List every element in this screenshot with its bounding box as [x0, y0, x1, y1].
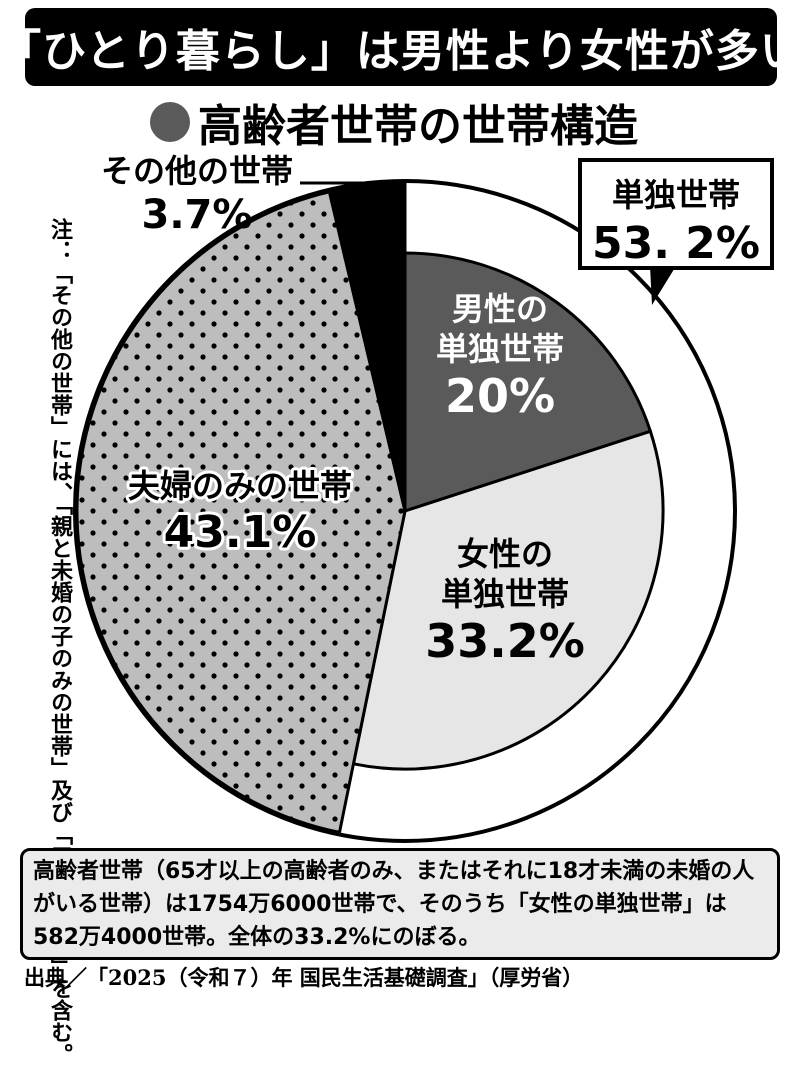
pie-labels: 男性の単独世帯20%女性の単独世帯33.2%夫婦のみの世帯43.1%その他の世帯…: [101, 152, 585, 668]
callout-pointer: [650, 266, 676, 305]
headline-banner: 「ひとり暮らし」は男性より女性が多い: [0, 8, 800, 86]
slice-value-label: 20%: [445, 369, 555, 423]
single-household-callout: 単独世帯 53. 2%: [578, 158, 774, 270]
leader-lines: [300, 181, 676, 305]
pie-slice-couple-only: [75, 190, 407, 835]
pie-slices: [75, 181, 665, 835]
pie-slice-female-single: [351, 429, 665, 771]
pie-chart: 男性の単独世帯20%女性の単独世帯33.2%夫婦のみの世帯43.1%その他の世帯…: [73, 152, 737, 843]
other-leader-line: [300, 181, 375, 206]
slice-label-text: 女性の: [457, 535, 553, 573]
chart-title: 高齢者世帯の世帯構造: [150, 92, 638, 152]
callout-label: 単独世帯: [611, 176, 740, 214]
slice-value-label: 33.2%: [425, 614, 585, 668]
callout-value: 53. 2%: [592, 218, 760, 269]
footnote-text: 高齢者世帯（65才以上の高齢者のみ、またはそれに18才未満の未婚の人がいる世帯）…: [33, 859, 755, 950]
footnote-box: 高齢者世帯（65才以上の高齢者のみ、またはそれに18才未満の未婚の人がいる世帯）…: [20, 848, 780, 960]
slice-label-text: その他の世帯: [101, 152, 293, 190]
slice-label-text: 単独世帯: [436, 330, 564, 368]
headline: 「ひとり暮らし」は男性より女性が多い: [0, 26, 800, 77]
source-credit: 出典／「2025（令和７）年 国民生活基礎調査」（厚労省）: [24, 965, 584, 990]
slice-value-label: 43.1%: [164, 507, 317, 558]
slice-label-text: 男性の: [452, 290, 548, 328]
chart-title-text: 高齢者世帯の世帯構造: [198, 101, 638, 152]
note: 注：「その他の世帯」には、「親と未婚の子のみの世帯」及び「三世代世帯」を含む。: [47, 218, 72, 1065]
slice-value-label: 3.7%: [142, 192, 253, 238]
pie-slice-male-single: [403, 251, 653, 514]
slice-label-text: 夫婦のみの世帯: [128, 467, 352, 505]
bullet-dot-icon: [150, 102, 190, 142]
slice-label-text: 単独世帯: [441, 575, 569, 613]
